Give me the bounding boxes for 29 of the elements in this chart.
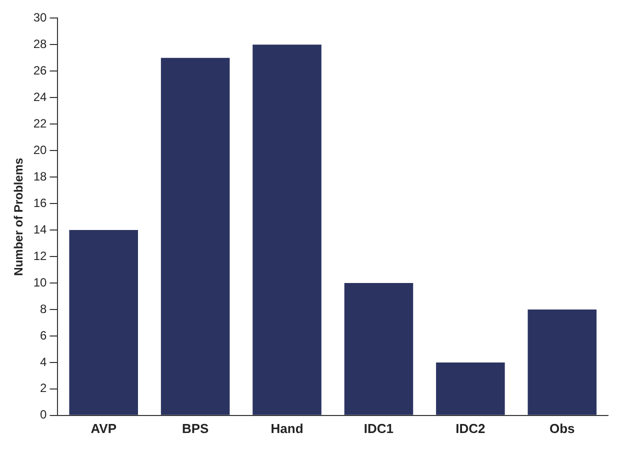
bar (436, 362, 505, 415)
y-tick-label: 24 (33, 90, 48, 104)
x-tick-label: Obs (549, 420, 575, 436)
y-tick-label: 8 (40, 302, 48, 316)
x-tick-label: BPS (182, 420, 210, 436)
bar (344, 283, 414, 415)
bar (160, 58, 230, 415)
y-tick-label: 22 (33, 116, 48, 130)
bar (252, 44, 322, 415)
x-tick-label: IDC2 (456, 420, 486, 436)
y-axis-title: Number of Problems (12, 157, 26, 276)
y-tick-label: 28 (33, 36, 48, 51)
y-tick-label: 14 (33, 222, 48, 236)
y-tick-label: 10 (33, 275, 48, 290)
y-tick-label: 18 (33, 169, 48, 184)
x-tick-label: IDC1 (364, 420, 394, 436)
x-tick-label: Hand (270, 420, 304, 436)
y-tick-label: 12 (33, 248, 48, 263)
y-tick-label: 16 (33, 196, 48, 210)
y-tick-label: 30 (33, 10, 48, 25)
bar (69, 230, 138, 415)
x-tick-label: AVP (90, 420, 117, 436)
y-tick-label: 26 (33, 63, 48, 78)
y-tick-label: 4 (40, 354, 48, 369)
y-tick-label: 0 (40, 408, 48, 422)
y-tick-label: 6 (40, 328, 48, 342)
y-tick-label: 20 (33, 142, 48, 157)
bar (528, 309, 597, 415)
y-tick-label: 2 (40, 381, 48, 396)
